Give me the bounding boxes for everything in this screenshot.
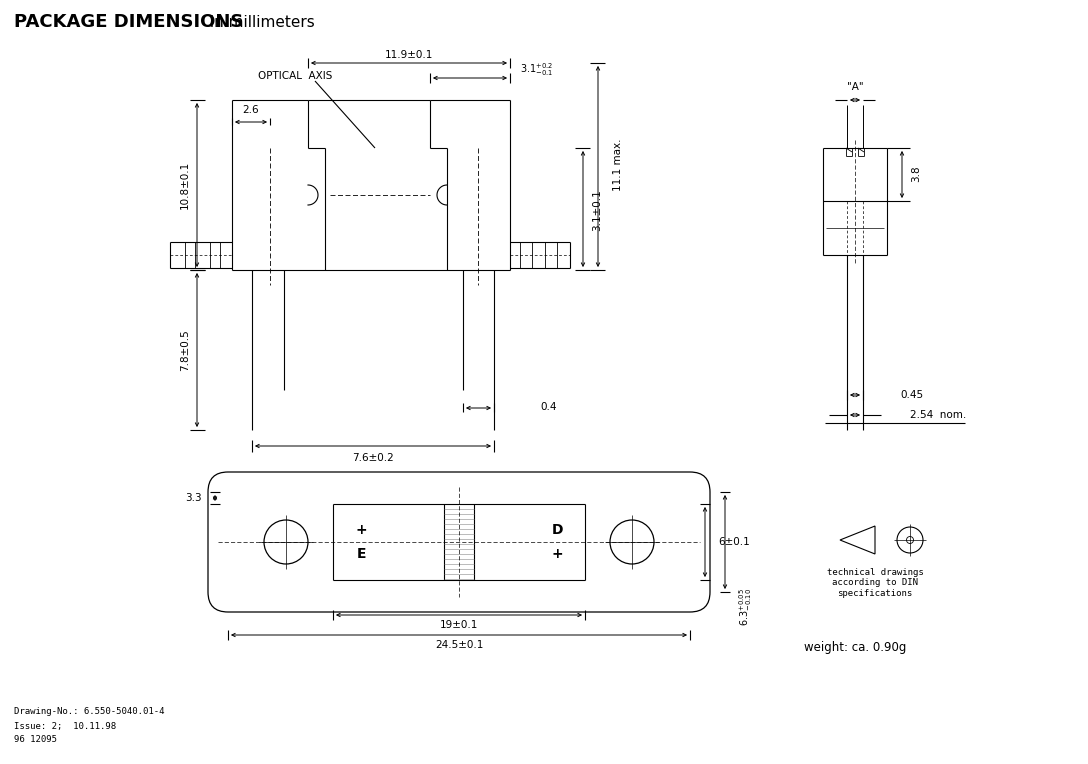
- Text: +: +: [355, 523, 367, 537]
- Text: 7.8±0.5: 7.8±0.5: [180, 329, 190, 371]
- Text: 6.3$^{+0.05}_{-0.10}$: 6.3$^{+0.05}_{-0.10}$: [737, 588, 754, 626]
- Text: 3.1$^{+0.2}_{-0.1}$: 3.1$^{+0.2}_{-0.1}$: [520, 62, 554, 79]
- Text: 2.54  nom.: 2.54 nom.: [910, 410, 966, 420]
- Text: 24.5±0.1: 24.5±0.1: [435, 640, 483, 650]
- Text: +: +: [552, 547, 562, 561]
- Text: D: D: [552, 523, 562, 537]
- Text: 11.9±0.1: 11.9±0.1: [385, 50, 433, 60]
- Text: 0.45: 0.45: [900, 390, 923, 400]
- Text: 0.4: 0.4: [540, 402, 556, 412]
- Text: OPTICAL  AXIS: OPTICAL AXIS: [258, 71, 332, 81]
- Text: 3.1±0.1: 3.1±0.1: [592, 189, 602, 231]
- Text: 11.1 max.: 11.1 max.: [613, 139, 623, 191]
- Text: 96 12095: 96 12095: [14, 736, 57, 744]
- Text: 3.3: 3.3: [185, 493, 202, 503]
- Text: "A": "A": [846, 82, 863, 92]
- Text: 10.8±0.1: 10.8±0.1: [180, 161, 190, 209]
- Text: E: E: [356, 547, 366, 561]
- Text: 3.8: 3.8: [911, 166, 922, 183]
- Text: weight: ca. 0.90g: weight: ca. 0.90g: [804, 642, 906, 655]
- Text: Issue: 2;  10.11.98: Issue: 2; 10.11.98: [14, 721, 116, 730]
- Text: Drawing-No.: 6.550-5040.01-4: Drawing-No.: 6.550-5040.01-4: [14, 707, 164, 717]
- Text: 2.6: 2.6: [243, 105, 259, 115]
- Text: technical drawings
according to DIN
specifications: technical drawings according to DIN spec…: [827, 568, 924, 597]
- Text: in millimeters: in millimeters: [205, 15, 314, 30]
- FancyBboxPatch shape: [208, 472, 710, 612]
- Text: PACKAGE DIMENSIONS: PACKAGE DIMENSIONS: [14, 13, 244, 31]
- Text: 7.6±0.2: 7.6±0.2: [353, 453, 394, 463]
- Text: 6±0.1: 6±0.1: [718, 537, 750, 547]
- Text: 19±0.1: 19±0.1: [440, 620, 479, 630]
